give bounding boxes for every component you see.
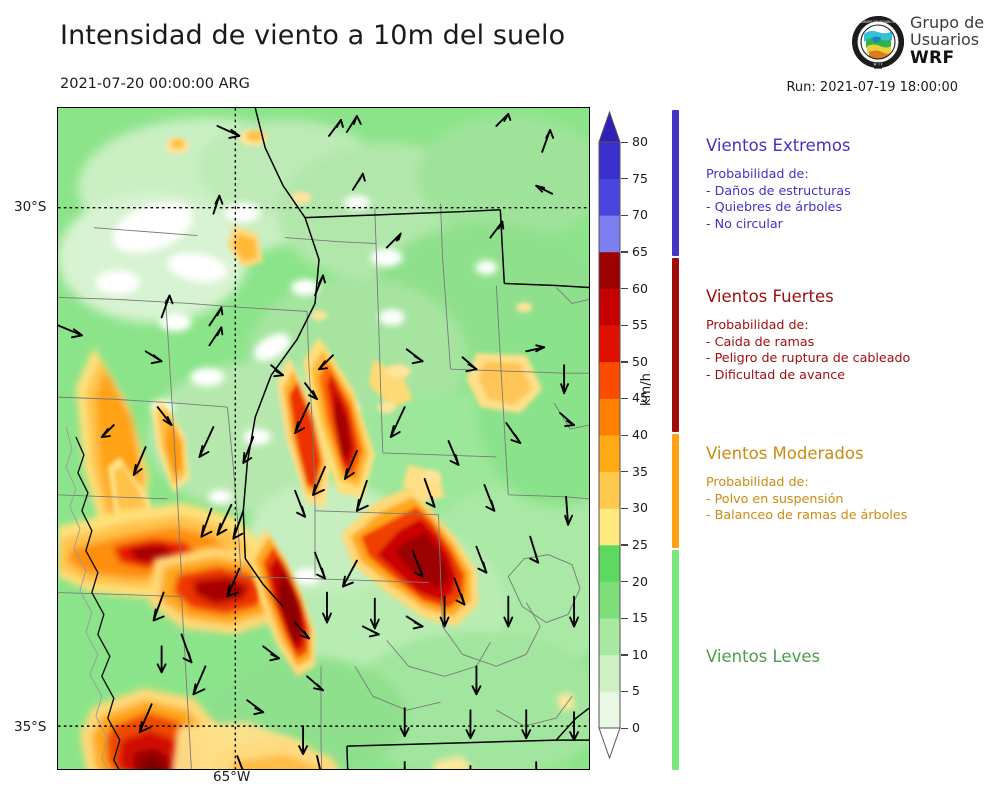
colorbar-tick-35: 35 <box>632 463 648 479</box>
colorbar-tick-labels: 0 5 10 15 20 25 30 35 40 45 50 55 60 65 70 75 80 <box>621 110 661 760</box>
colorbar-tick-mark <box>621 581 628 583</box>
logo-wordmark: Grupo de Usuarios WRF <box>910 14 984 67</box>
colorbar-tick-50: 50 <box>632 353 648 369</box>
svg-text:GRUPO DE USUARIOS: GRUPO DE USUARIOS <box>861 20 895 24</box>
legend-item-extremos-0: - Daños de estructuras <box>706 182 851 198</box>
globe-emblem-icon: GRUPO DE USUARIOS W R F <box>852 16 904 69</box>
colorbar-tick-mark <box>621 434 628 436</box>
legend-lead-extremos: Probabilidad de: <box>706 166 809 181</box>
colorbar-gradient <box>598 110 621 760</box>
legend-block-extremos: Vientos Extremos Probabilidad de: - Daño… <box>706 136 996 232</box>
colorbar-tick-5: 5 <box>632 683 640 699</box>
legend-block-fuertes: Vientos Fuertes Probabilidad de: - Caida… <box>706 287 996 383</box>
colorbar-tick-mark <box>621 654 628 656</box>
colorbar-tick-mark <box>621 471 628 473</box>
colorbar <box>598 110 621 760</box>
legend-item-fuertes-2: - Dificultad de avance <box>706 366 846 382</box>
colorbar-tick-75: 75 <box>632 170 648 186</box>
colorbar-tick-60: 60 <box>632 280 648 296</box>
legend-item-extremos-1: - Quiebres de árboles <box>706 199 843 214</box>
lat-label-30s: 30°S <box>14 199 47 215</box>
legend-lead-fuertes: Probabilidad de: <box>706 317 809 332</box>
colorbar-tick-mark <box>621 507 628 510</box>
colorbar-tick-mark <box>621 397 628 400</box>
colorbar-tick-45: 45 <box>632 390 648 406</box>
legend-block-leves: Vientos Leves <box>706 647 996 677</box>
colorbar-tick-mark <box>621 178 628 180</box>
legend-lead-moderados: Probabilidad de: <box>706 474 809 489</box>
legend-bar-fuertes <box>672 258 679 432</box>
colorbar-tick-70: 70 <box>632 207 648 223</box>
legend-item-fuertes-1: - Peligro de ruptura de cableado <box>706 350 911 365</box>
colorbar-tick-80: 80 <box>632 134 648 149</box>
colorbar-tick-20: 20 <box>632 573 648 589</box>
colorbar-tick-55: 55 <box>632 317 648 333</box>
legend-bar-leves <box>672 550 679 770</box>
wind-category-legend: Vientos Extremos Probabilidad de: - Daño… <box>672 110 992 770</box>
colorbar-tick-mark <box>621 617 628 619</box>
colorbar-tick-mark <box>621 544 628 546</box>
model-run-label: Run: 2021-07-19 18:00:00 <box>786 80 958 95</box>
colorbar-tick-65: 65 <box>632 243 648 259</box>
colorbar-tick-0: 0 <box>632 720 640 735</box>
legend-title-moderados: Vientos Moderados <box>706 444 864 463</box>
legend-item-fuertes-0: - Caida de ramas <box>706 333 815 349</box>
colorbar-tick-mark <box>621 141 628 143</box>
legend-bar-moderados <box>672 434 679 548</box>
legend-block-moderados: Vientos Moderados Probabilidad de: - Pol… <box>706 444 996 524</box>
logo-line-1: Grupo de <box>910 13 985 32</box>
colorbar-tick-mark <box>621 214 628 217</box>
logo-line-3: WRF <box>910 47 955 68</box>
colorbar-tick-mark <box>621 690 628 693</box>
colorbar-tick-mark <box>621 361 628 363</box>
legend-item-moderados-0: - Polvo en suspensión <box>706 490 844 506</box>
legend-item-moderados-1: - Balanceo de ramas de árboles <box>706 507 908 522</box>
legend-title-extremos: Vientos Extremos <box>706 136 851 155</box>
page-title: Intensidad de viento a 10m del suelo <box>60 20 566 51</box>
legend-title-leves: Vientos Leves <box>706 647 821 666</box>
colorbar-tick-30: 30 <box>632 500 648 516</box>
wrf-user-group-logo: GRUPO DE USUARIOS W R F Grupo de Usuario… <box>850 12 996 74</box>
legend-title-fuertes: Vientos Fuertes <box>706 287 834 306</box>
colorbar-tick-40: 40 <box>632 427 648 442</box>
colorbar-tick-mark <box>621 288 628 290</box>
colorbar-unit-label: km/h <box>639 373 654 406</box>
lat-label-35s: 35°S <box>14 719 47 735</box>
colorbar-tick-mark <box>621 727 628 729</box>
valid-time-label: 2021-07-20 00:00:00 ARG <box>60 76 250 92</box>
legend-item-extremos-2: - No circular <box>706 215 783 231</box>
lon-label-65w: 65°W <box>213 769 251 785</box>
wind-speed-map[interactable] <box>57 107 590 770</box>
logo-line-2: Usuarios <box>910 30 980 50</box>
colorbar-tick-25: 25 <box>632 536 648 552</box>
colorbar-tick-15: 15 <box>632 610 648 626</box>
wind-field-contours <box>58 108 589 769</box>
colorbar-tick-10: 10 <box>632 646 648 662</box>
colorbar-tick-mark <box>621 324 628 326</box>
legend-bar-extremos <box>672 110 679 256</box>
colorbar-tick-mark <box>621 251 628 253</box>
